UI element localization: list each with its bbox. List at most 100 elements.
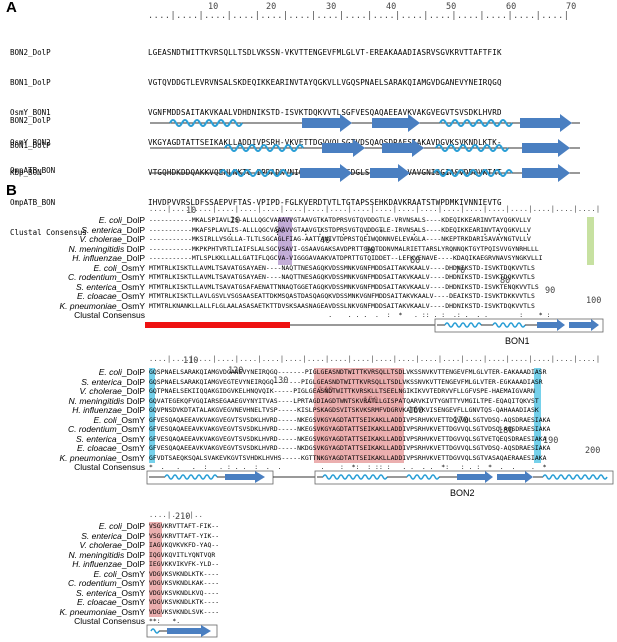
seq-residues: LGEASNDTWITTKVRSQLLTSDLVKSSN-VKVTTENGEVF… xyxy=(148,48,502,57)
species-name: H. influenzae xyxy=(72,405,122,415)
species-suffix: _DolP xyxy=(121,386,145,396)
alignment-row: C. rodentium_OsmY GFVESQAQAEEAVKVAKGVEGVT… xyxy=(0,424,550,435)
strand-arrow xyxy=(457,471,493,483)
ss-row-bon2: BON2_DolP xyxy=(10,110,610,136)
alignment-row: S. enterica_DolP GQSPNAELSARAKQIAMGVEGTEV… xyxy=(0,377,550,388)
ruler-tick: 30 xyxy=(326,2,337,12)
alignment-row: BON1_DolP VGTQVDDGTLEVRVNSALSKDEQIKKEARIN… xyxy=(10,78,530,88)
species-name: S. enterica xyxy=(76,433,117,444)
seq-name: OsmY_BON1 xyxy=(10,108,51,117)
species-name: K. pneumoniae xyxy=(59,606,117,617)
ss-row-ompatb: OmpATB_BON xyxy=(10,160,610,186)
seq-residues: -----------MTLSPLKKLLALLGATIFLQGCVA-VIGG… xyxy=(149,254,543,262)
panel-a-letter: A xyxy=(6,0,17,16)
seq-residues: GFVESQAQAEEAVKVAKGVEGVTSVSDKLHVRD-----NK… xyxy=(149,444,551,452)
consensus-row: Clustal Consensus : : : : . : * . : : . xyxy=(10,228,530,238)
alignment-row: C. rodentium_OsmY MTMTRLKISKTLLAVMLTSAVAT… xyxy=(0,272,550,283)
alignment-row: E. cloacae_OsmY VDGVKSVKNDLKTK---- xyxy=(0,597,220,608)
alignment-row: E. coli_OsmY GFVESQAQAEEAVKVAKGVEGVTSVSDK… xyxy=(0,414,551,426)
species-name: S. enterica xyxy=(76,281,117,292)
ruler-tick: 200 xyxy=(585,446,601,456)
species-suffix: _OsmY xyxy=(116,452,145,463)
seq-residues: -----------MKSIRLLVSGLLA-TLTLSGCAGLFIAG-… xyxy=(149,235,531,243)
species-suffix: _DolP xyxy=(121,521,145,531)
species-name: H. influenzae xyxy=(72,253,122,263)
seq-residues: GQVATEGEKQFVGQIARSEGAAEGVYNYITVAS----LPR… xyxy=(149,396,539,405)
highlight-purple xyxy=(278,217,292,265)
alignment-row: N. meningitidis DolP IQGVKQVITLYQNTVQR xyxy=(0,550,219,561)
species-name: N. meningitidis xyxy=(68,395,125,406)
helix-icon xyxy=(439,119,513,127)
ruler-tick: 60 xyxy=(410,256,421,266)
ss-diagram-block-3 xyxy=(146,624,218,638)
consensus-label: Clustal Consensus xyxy=(74,462,145,472)
helix-icon xyxy=(406,474,440,480)
seq-residues: -----------MKAFSPLAVLIS-ALLLQGCVAAAVVGTA… xyxy=(149,225,531,234)
ruler-tick: 90 xyxy=(545,286,556,296)
species-name: C. rodentium xyxy=(67,578,117,588)
panel-b-ruler-2: 110 120 130 140 150 160 170 180 190 200 … xyxy=(149,346,617,456)
species-suffix: _OsmY xyxy=(116,414,145,425)
panel-b-block-1: E. coli_DolP -----------MKALSPIAVLIS-ALLL… xyxy=(0,215,550,321)
seq-residues: GFVESQAQAEEAVKVAKGVEGVTSVSDKLHVRD-----NK… xyxy=(149,434,547,443)
species-suffix: _DolP xyxy=(121,224,145,235)
alignment-row: OmpATB_BON IHVDPVVRSLDFSSAEPVFTAS-VPIPD-F… xyxy=(10,198,530,208)
alignment-row: E. coli_DolP VSGVKRVTTAFT-FIK-- xyxy=(0,521,220,532)
seq-residues: VDGVKSVKNDLKTK---- xyxy=(149,598,220,606)
helix-icon xyxy=(542,474,608,480)
seq-residues: GQVPNSDVKDTATALAKGVEGVNEVHNELTVSP-----KI… xyxy=(149,406,539,414)
seq-residues: IHVDPVVRSLDFSSAEPVFTAS-VPIPD-FGLKVERDTVT… xyxy=(148,198,502,207)
ruler-tick: 180 xyxy=(498,426,514,436)
seq-residues: VSGVKRVTTAFT-FIK-- xyxy=(149,522,220,530)
ruler-tick: 70 xyxy=(455,266,466,276)
ruler-tick: 10 xyxy=(186,206,197,216)
helix-icon xyxy=(322,474,388,480)
species-suffix: _OsmY xyxy=(116,433,145,444)
seq-residues: IEGVKKVIKVFK-YLD-- xyxy=(149,560,220,568)
bon2-label: BON2 xyxy=(450,488,475,498)
consensus-row: Clustal Consensus . . . . . : * . :: . :… xyxy=(0,310,550,321)
seq-name: Clustal Consensus xyxy=(10,228,87,237)
species-suffix: _OsmY xyxy=(116,597,145,607)
alignment-row: V. cholerae_DolP -----------MKSIRLLVSGLLA… xyxy=(0,234,550,245)
alignment-row: V. cholerae_DolP IAGVKQVKVKFD-YAQ-- xyxy=(0,540,219,551)
ruler-dots: ....|....|....|....|....|....|....|....|… xyxy=(148,11,570,21)
ruler-tick: 130 xyxy=(273,376,289,386)
ruler-tick: 160 xyxy=(408,406,424,416)
species-name: N. meningitidis xyxy=(68,243,125,254)
strand-arrow xyxy=(300,164,352,182)
alignment-row: H. influenzae_DolP -----------MTLSPLKKLLA… xyxy=(0,253,550,264)
ruler-tick: 20 xyxy=(266,2,277,12)
panel-b-block-3: E. coli_DolP VSGVKRVTTAFT-FIK-- S. enteri… xyxy=(0,521,220,627)
alignment-row: S. enterica_DolP -----------MKAFSPLAVLIS-… xyxy=(0,224,550,236)
alignment-row: E. coli_DolP GQSPNAELSARAKQIAMGVDGANEVYNE… xyxy=(0,367,550,378)
alignment-row: S. enterica_OsmY VDGVKSVKNDLKVQ---- xyxy=(0,587,219,599)
species-name: S. enterica xyxy=(81,224,122,235)
species-name: E. cloacae xyxy=(76,597,117,607)
species-suffix: _OsmY xyxy=(116,587,145,598)
helix-icon xyxy=(224,144,304,152)
strand-arrow xyxy=(537,319,565,331)
ruler-tick: 70 xyxy=(566,2,577,12)
seq-residues: : : : : . : * . : : . xyxy=(148,228,530,237)
ruler-tick: 190 xyxy=(543,436,559,446)
species-suffix: _DolP xyxy=(121,215,145,225)
strand-arrow xyxy=(382,139,424,157)
helix-icon xyxy=(219,169,293,177)
consensus-row: Clustal Consensus * . . . : . : . . : . .… xyxy=(0,462,550,473)
strand-arrow xyxy=(522,139,570,157)
ruler-tick: 50 xyxy=(365,246,376,256)
helix-icon xyxy=(435,144,509,152)
alignment-row: BON2_DolP LGEASNDTWITTKVRSQLLTSDLVKSSN-VK… xyxy=(10,48,530,58)
species-name: E. coli xyxy=(98,215,122,225)
alignment-row: E. cloacae_OsmY MTMTRLKISKTLLAVLGSVLVSGSA… xyxy=(0,291,550,302)
ss-row-label: OmpATB_BON xyxy=(10,166,56,175)
species-name: E. coli xyxy=(98,521,122,531)
consensus-label: Clustal Consensus xyxy=(74,310,145,320)
species-name: K. pneumoniae xyxy=(59,452,117,463)
alignment-row: E. coli_DolP -----------MKALSPIAVLIS-ALLL… xyxy=(0,215,550,226)
seq-residues: VDGVKSVKNDLKTK---- xyxy=(149,569,220,578)
strand-arrow xyxy=(322,139,365,157)
seq-name: Kbp_BON xyxy=(10,168,42,177)
highlight-cyan xyxy=(149,368,155,463)
